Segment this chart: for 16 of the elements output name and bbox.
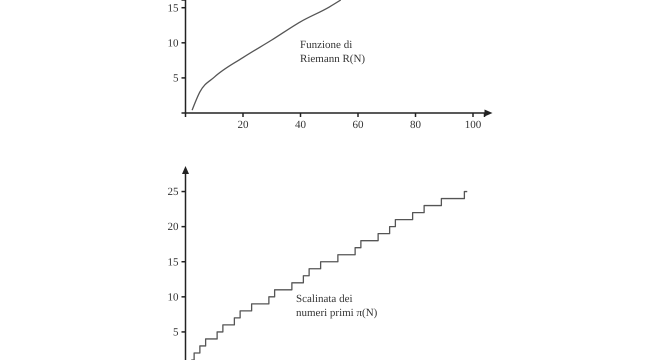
y-tick-label: 15 xyxy=(168,256,179,268)
y-tick-label: 15 xyxy=(168,2,179,14)
y-tick-label: 10 xyxy=(168,37,179,50)
x-tick-label: 60 xyxy=(352,118,364,131)
y-tick-label: 10 xyxy=(168,291,179,304)
y-tick-label: 25 xyxy=(168,186,179,198)
x-tick-label: 20 xyxy=(238,118,249,131)
y-tick-label: 20 xyxy=(168,221,179,234)
line-series xyxy=(191,0,342,111)
annotation: Scalinata dei numeri primi π(N) xyxy=(296,293,378,319)
y-tick-label: 5 xyxy=(173,326,179,338)
y-tick-label: 5 xyxy=(173,72,179,84)
annotation: Funzione di Riemann R(N) xyxy=(300,39,366,65)
x-tick-label: 40 xyxy=(295,118,306,131)
x-tick-label: 100 xyxy=(464,118,482,131)
x-tick-label: 80 xyxy=(410,118,422,131)
